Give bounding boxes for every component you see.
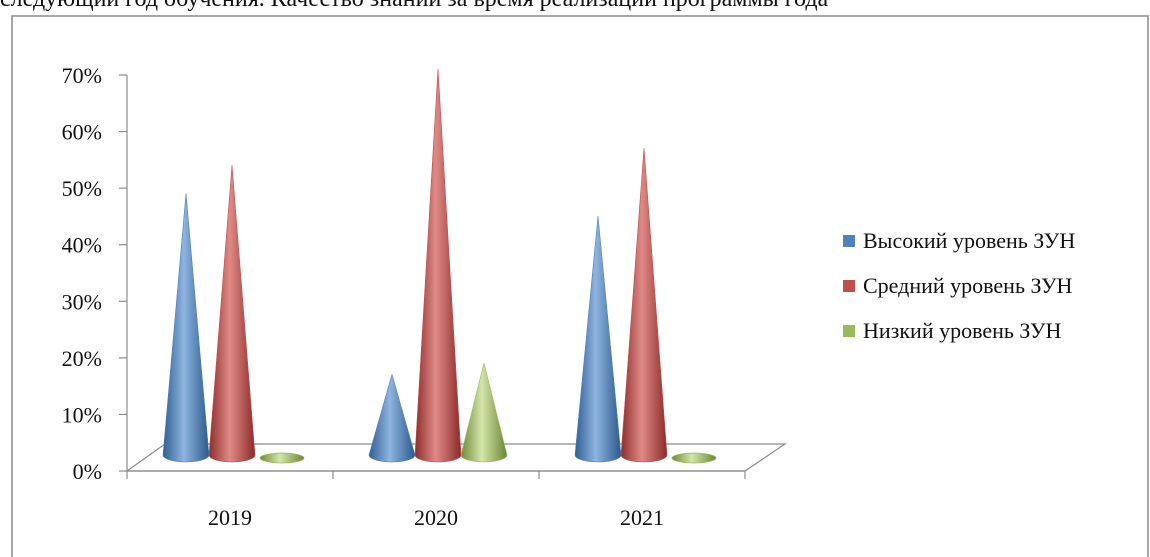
y-tick-label: 50% xyxy=(62,176,102,201)
y-tick-label: 70% xyxy=(62,63,102,88)
y-tick-label: 40% xyxy=(62,233,102,258)
cone-2 xyxy=(208,165,256,463)
cone-zero-3 xyxy=(259,452,305,464)
legend-label: Высокий уровень ЗУН xyxy=(863,228,1075,253)
cone-1 xyxy=(368,373,416,463)
x-tick-label: 2020 xyxy=(414,505,458,530)
cone-zero-3 xyxy=(671,452,717,464)
legend-label: Низкий уровень ЗУН xyxy=(863,318,1061,343)
y-tick-label: 60% xyxy=(62,120,102,145)
y-tick-label: 10% xyxy=(62,402,102,427)
cone-1 xyxy=(162,193,210,463)
cone-series xyxy=(162,68,717,464)
legend-label: Средний уровень ЗУН xyxy=(863,273,1073,298)
y-tick-label: 0% xyxy=(73,459,102,484)
legend: Высокий уровень ЗУН Средний уровень ЗУН Ни… xyxy=(843,228,1075,343)
x-axis-ticks: 2019 2020 2021 xyxy=(126,471,746,530)
cone-2 xyxy=(620,148,668,463)
y-tick-label: 20% xyxy=(62,346,102,371)
y-axis-ticks: 0% 10% 20% 30% 40% 50% 60% 70% xyxy=(62,63,127,484)
page-caption: следующий год обучения. Качество знаний … xyxy=(0,0,1150,13)
y-tick-label: 30% xyxy=(62,289,102,314)
legend-swatch xyxy=(843,280,855,292)
cone-1 xyxy=(574,216,622,463)
cone-2 xyxy=(414,68,462,463)
legend-swatch xyxy=(843,325,855,337)
cone-3 xyxy=(460,363,508,463)
x-tick-label: 2021 xyxy=(620,505,664,530)
legend-swatch xyxy=(843,235,855,247)
x-tick-label: 2019 xyxy=(208,505,252,530)
